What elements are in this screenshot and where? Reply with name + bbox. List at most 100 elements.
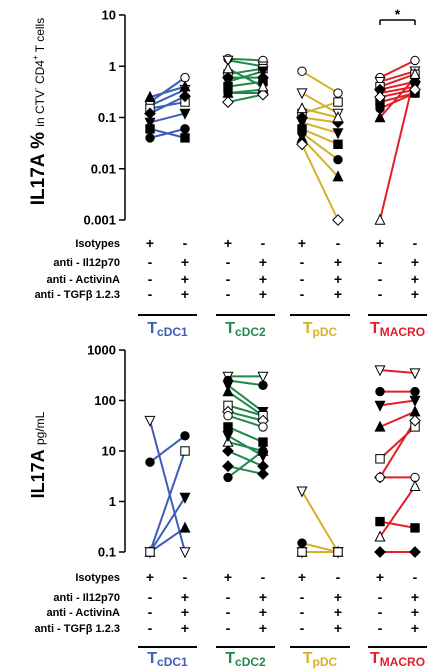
series-cDC1 xyxy=(144,72,191,143)
condition-sign: + xyxy=(411,604,419,620)
series-MACRO xyxy=(374,55,421,225)
series-line xyxy=(227,67,264,88)
series-line xyxy=(149,527,186,553)
group-label-prefix: T xyxy=(147,320,157,337)
data-point xyxy=(332,214,344,226)
condition-sign: - xyxy=(378,589,383,605)
group-label: TcDC1 xyxy=(147,650,188,669)
data-point xyxy=(297,547,307,557)
condition-sign: + xyxy=(181,589,189,605)
condition-sign: - xyxy=(148,589,153,605)
series-line xyxy=(301,132,339,161)
group-label-prefix: T xyxy=(370,650,380,667)
series-line xyxy=(227,384,264,413)
y-tick-label: 0.01 xyxy=(91,161,116,176)
condition-sign: - xyxy=(226,604,231,620)
series-line xyxy=(227,425,264,444)
condition-sign: - xyxy=(226,286,231,302)
condition-sign: + xyxy=(376,235,384,251)
condition-sign: + xyxy=(411,271,419,287)
condition-sign: + xyxy=(334,254,342,270)
y-tick-label: 100 xyxy=(94,393,116,408)
data-point xyxy=(179,521,191,533)
data-point xyxy=(258,380,268,390)
series-line xyxy=(227,390,264,417)
data-point xyxy=(410,386,420,397)
data-point xyxy=(145,457,155,467)
group-label: TpDC xyxy=(303,320,338,339)
data-point xyxy=(179,90,191,103)
data-point xyxy=(144,90,156,102)
y-tick-label: 10 xyxy=(102,8,116,23)
y-tick-label: 1 xyxy=(109,59,116,74)
data-point xyxy=(223,411,233,421)
series-pDC xyxy=(296,66,344,226)
condition-sign: - xyxy=(148,254,153,270)
condition-sign: - xyxy=(378,286,383,302)
data-point xyxy=(410,55,420,66)
condition-sign: - xyxy=(300,620,305,636)
data-point xyxy=(297,66,307,76)
series-line xyxy=(301,121,339,134)
series-line xyxy=(227,93,264,104)
condition-sign: - xyxy=(378,604,383,620)
series-line xyxy=(379,88,416,99)
series-line xyxy=(301,107,339,119)
series-line xyxy=(149,85,186,99)
data-point xyxy=(222,460,234,473)
data-point xyxy=(333,547,343,557)
data-point xyxy=(144,117,156,129)
condition-sign: - xyxy=(261,569,266,585)
series-line xyxy=(149,95,186,115)
condition-sign: - xyxy=(413,569,418,585)
condition-sign: + xyxy=(181,271,189,287)
y-tick-label: 1000 xyxy=(87,343,116,358)
series-line xyxy=(301,92,339,115)
group-label-prefix: T xyxy=(147,650,157,667)
condition-sign: - xyxy=(226,254,231,270)
data-point xyxy=(296,486,308,498)
data-point xyxy=(258,422,268,432)
condition-label: anti - Il12p70 xyxy=(53,592,120,604)
condition-label: Isotypes xyxy=(75,572,120,584)
data-point xyxy=(296,138,308,151)
series-line xyxy=(379,369,416,375)
condition-label: anti - ActivinA xyxy=(46,274,120,286)
y-label-small: in CTV xyxy=(33,90,47,127)
condition-sign: - xyxy=(226,589,231,605)
series-line xyxy=(227,57,264,62)
group-label-sub: cDC2 xyxy=(235,655,266,669)
condition-sign: - xyxy=(148,604,153,620)
group-label: TcDC2 xyxy=(225,320,266,339)
series-line xyxy=(379,426,416,460)
series-line xyxy=(379,76,416,119)
series-line xyxy=(301,70,339,94)
data-point xyxy=(409,368,421,380)
condition-label: Isotypes xyxy=(75,238,120,250)
group-label-sub: MACRO xyxy=(380,325,425,339)
data-point xyxy=(257,371,269,383)
data-point xyxy=(374,546,386,558)
series-line xyxy=(227,70,264,83)
y-axis-label: IL17A % in CTV- CD4+ T cells xyxy=(28,18,49,205)
series-line xyxy=(227,410,264,422)
condition-sign: + xyxy=(298,235,306,251)
group-label-prefix: T xyxy=(370,320,380,337)
condition-sign: - xyxy=(226,271,231,287)
series-line xyxy=(301,542,339,553)
data-point xyxy=(296,88,308,100)
data-point xyxy=(409,395,421,407)
group-label-sub: cDC1 xyxy=(157,655,188,669)
condition-sign: + xyxy=(298,569,306,585)
y-label-end: T cells xyxy=(33,18,47,56)
data-point xyxy=(180,133,190,143)
y-tick-label: 0.1 xyxy=(98,545,116,560)
data-point xyxy=(179,80,191,92)
data-point xyxy=(222,55,234,67)
data-point xyxy=(222,445,234,457)
condition-sign: - xyxy=(226,620,231,636)
data-point xyxy=(144,415,156,427)
series-line xyxy=(227,88,264,95)
data-point xyxy=(409,67,421,79)
